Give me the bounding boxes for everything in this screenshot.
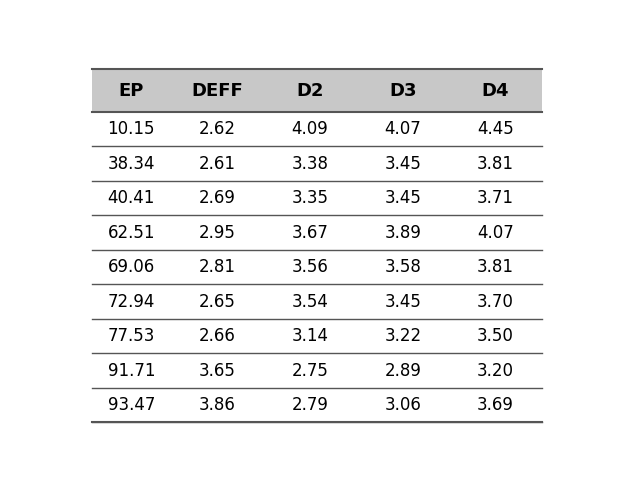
Text: 93.47: 93.47 (108, 396, 155, 414)
Text: 3.56: 3.56 (292, 258, 329, 276)
Text: 2.66: 2.66 (199, 327, 236, 345)
Text: EP: EP (119, 82, 144, 99)
Text: 4.07: 4.07 (477, 224, 514, 242)
Text: DEFF: DEFF (192, 82, 243, 99)
Text: 3.67: 3.67 (292, 224, 329, 242)
Text: 2.62: 2.62 (199, 120, 236, 138)
FancyBboxPatch shape (91, 112, 542, 146)
Text: 2.95: 2.95 (199, 224, 236, 242)
Text: 2.81: 2.81 (199, 258, 236, 276)
Text: 2.65: 2.65 (199, 293, 236, 311)
Text: 3.81: 3.81 (477, 258, 514, 276)
Text: 91.71: 91.71 (108, 362, 155, 380)
FancyBboxPatch shape (91, 354, 542, 388)
FancyBboxPatch shape (91, 250, 542, 284)
Text: 3.20: 3.20 (477, 362, 514, 380)
Text: 2.89: 2.89 (384, 362, 421, 380)
Text: 2.75: 2.75 (292, 362, 329, 380)
FancyBboxPatch shape (91, 181, 542, 215)
Text: 3.86: 3.86 (199, 396, 236, 414)
FancyBboxPatch shape (91, 388, 542, 423)
Text: D4: D4 (482, 82, 509, 99)
Text: 3.71: 3.71 (477, 189, 514, 207)
Text: 2.79: 2.79 (292, 396, 329, 414)
FancyBboxPatch shape (91, 69, 542, 112)
Text: 3.81: 3.81 (477, 155, 514, 172)
Text: D3: D3 (389, 82, 417, 99)
Text: 4.07: 4.07 (384, 120, 421, 138)
Text: 4.45: 4.45 (477, 120, 514, 138)
Text: 3.89: 3.89 (384, 224, 421, 242)
Text: 3.35: 3.35 (292, 189, 329, 207)
Text: D2: D2 (297, 82, 324, 99)
Text: 3.50: 3.50 (477, 327, 514, 345)
FancyBboxPatch shape (91, 215, 542, 250)
Text: 3.38: 3.38 (292, 155, 329, 172)
Text: 40.41: 40.41 (108, 189, 155, 207)
FancyBboxPatch shape (91, 146, 542, 181)
Text: 77.53: 77.53 (108, 327, 155, 345)
Text: 3.06: 3.06 (384, 396, 421, 414)
Text: 38.34: 38.34 (108, 155, 155, 172)
Text: 69.06: 69.06 (108, 258, 155, 276)
Text: 2.61: 2.61 (199, 155, 236, 172)
Text: 3.65: 3.65 (199, 362, 236, 380)
Text: 4.09: 4.09 (292, 120, 329, 138)
FancyBboxPatch shape (91, 284, 542, 319)
Text: 3.14: 3.14 (292, 327, 329, 345)
Text: 2.69: 2.69 (199, 189, 236, 207)
Text: 72.94: 72.94 (108, 293, 155, 311)
Text: 3.45: 3.45 (384, 293, 421, 311)
Text: 3.69: 3.69 (477, 396, 514, 414)
Text: 3.54: 3.54 (292, 293, 329, 311)
Text: 3.45: 3.45 (384, 155, 421, 172)
Text: 3.70: 3.70 (477, 293, 514, 311)
Text: 3.45: 3.45 (384, 189, 421, 207)
Text: 62.51: 62.51 (108, 224, 155, 242)
Text: 3.58: 3.58 (384, 258, 421, 276)
Text: 3.22: 3.22 (384, 327, 421, 345)
Text: 10.15: 10.15 (108, 120, 155, 138)
FancyBboxPatch shape (91, 319, 542, 354)
